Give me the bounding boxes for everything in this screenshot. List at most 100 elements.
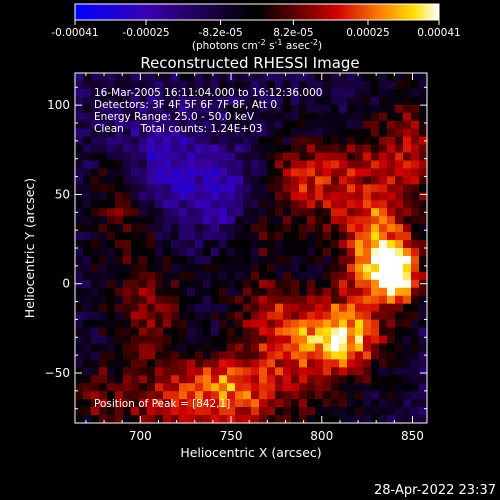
heatmap-cell xyxy=(123,367,132,376)
heatmap-cell xyxy=(75,120,84,130)
heatmap-cell xyxy=(291,311,300,321)
heatmap-cell xyxy=(179,311,188,321)
heatmap-cell xyxy=(339,311,348,321)
heatmap-cell xyxy=(227,176,236,185)
heatmap-cell xyxy=(283,136,292,146)
heatmap-cell xyxy=(171,120,180,130)
heatmap-cell xyxy=(347,168,356,177)
heatmap-cell xyxy=(131,144,140,154)
heatmap-cell xyxy=(299,104,308,114)
heatmap-cell xyxy=(395,176,404,185)
heatmap-cell xyxy=(331,152,340,162)
heatmap-cell xyxy=(331,88,340,98)
heatmap-cell xyxy=(355,407,364,416)
heatmap-cell xyxy=(115,104,124,114)
heatmap-cell xyxy=(371,80,380,90)
heatmap-cell xyxy=(419,104,428,114)
heatmap-cell xyxy=(419,415,428,424)
heatmap-cell xyxy=(355,80,364,90)
heatmap-cell xyxy=(211,359,220,368)
heatmap-cell xyxy=(139,120,148,130)
heatmap-cell xyxy=(243,232,252,241)
heatmap-cell xyxy=(75,367,84,376)
heatmap-cell xyxy=(291,73,300,82)
heatmap-cell xyxy=(123,287,132,297)
heatmap-cell xyxy=(75,160,84,170)
heatmap-cell xyxy=(123,415,132,424)
heatmap-cell xyxy=(171,295,180,305)
heatmap-cell xyxy=(99,391,108,400)
heatmap-cell xyxy=(299,359,308,368)
heatmap-cell xyxy=(235,255,244,265)
heatmap-cell xyxy=(195,248,204,257)
heatmap-cell xyxy=(243,263,252,273)
heatmap-cell xyxy=(163,391,172,400)
heatmap-cell xyxy=(91,255,100,265)
heatmap-cell xyxy=(219,399,228,408)
heatmap-cell xyxy=(91,415,100,424)
heatmap-cell xyxy=(219,136,228,146)
heatmap-cell xyxy=(379,192,388,201)
heatmap-cell xyxy=(339,263,348,273)
heatmap-cell xyxy=(323,255,332,265)
heatmap-cell xyxy=(179,248,188,257)
heatmap-cell xyxy=(107,200,116,209)
heatmap-cell xyxy=(307,136,316,146)
heatmap-cell xyxy=(147,184,156,193)
heatmap-cell xyxy=(259,343,268,352)
heatmap-cell xyxy=(371,200,380,209)
heatmap-cell xyxy=(371,391,380,400)
heatmap-cell xyxy=(419,248,428,257)
heatmap-cell xyxy=(299,184,308,193)
heatmap-cell xyxy=(83,80,92,90)
heatmap-cell xyxy=(363,208,372,217)
heatmap-cell xyxy=(315,359,324,368)
heatmap-cell xyxy=(243,184,252,193)
heatmap-cell xyxy=(339,327,348,337)
heatmap-cell xyxy=(179,136,188,146)
heatmap-cell xyxy=(131,351,140,360)
heatmap-cell xyxy=(259,240,268,249)
heatmap-cell xyxy=(75,224,84,233)
heatmap-cell xyxy=(83,279,92,289)
heatmap-cell xyxy=(155,375,164,384)
heatmap-cell xyxy=(99,327,108,337)
heatmap-cell xyxy=(195,168,204,177)
heatmap-cell xyxy=(123,200,132,209)
heatmap-cell xyxy=(187,279,196,289)
heatmap-cell xyxy=(123,96,132,106)
heatmap-cell xyxy=(315,152,324,162)
heatmap-cell xyxy=(131,152,140,162)
heatmap-cell xyxy=(195,383,204,392)
heatmap-cell xyxy=(371,367,380,376)
heatmap-cell xyxy=(387,136,396,146)
heatmap-cell xyxy=(387,73,396,82)
heatmap-cell xyxy=(219,271,228,281)
heatmap-cell xyxy=(419,263,428,273)
x-axis-ticks: 700 750 800 850 xyxy=(85,73,424,443)
heatmap-cell xyxy=(275,391,284,400)
heatmap-cell xyxy=(315,73,324,82)
heatmap-cell xyxy=(107,96,116,106)
heatmap-cell xyxy=(123,343,132,352)
heatmap-cell xyxy=(91,240,100,249)
heatmap-cell xyxy=(307,279,316,289)
heatmap-cell xyxy=(171,279,180,289)
heatmap-cell xyxy=(203,327,212,337)
heatmap-cell xyxy=(379,311,388,321)
heatmap-cell xyxy=(243,216,252,225)
heatmap-cell xyxy=(203,88,212,98)
heatmap-cell xyxy=(155,160,164,170)
heatmap-cell xyxy=(91,136,100,146)
heatmap-cell xyxy=(75,216,84,225)
heatmap-cell xyxy=(379,391,388,400)
heatmap-cell xyxy=(131,287,140,297)
heatmap-cell xyxy=(419,112,428,122)
heatmap-cell xyxy=(315,311,324,321)
heatmap-cell xyxy=(219,224,228,233)
colorbar-tick-label: 8.2e-05 xyxy=(273,27,313,39)
heatmap-cell xyxy=(243,271,252,281)
heatmap-cell xyxy=(267,200,276,209)
heatmap-cell xyxy=(211,176,220,185)
heatmap-cell xyxy=(243,311,252,321)
